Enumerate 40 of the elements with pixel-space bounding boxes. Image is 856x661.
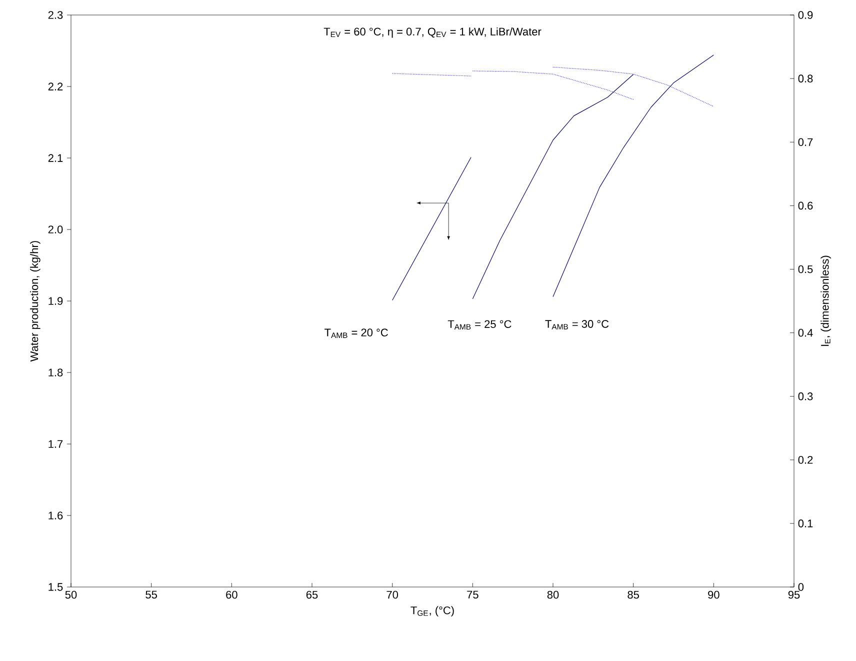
x-tick-label: 60 — [226, 590, 238, 599]
annotation: T$_{AMB}$ = 20 °C — [324, 328, 388, 338]
x-tick-label: 65 — [306, 590, 318, 599]
y2-tick-label: 0.3 — [798, 392, 813, 400]
x-tick-label: 85 — [628, 590, 639, 599]
y-tick-label: 2.1 — [48, 154, 63, 162]
y2-tick-label: 0.6 — [798, 202, 813, 210]
y2-tick-label: 0 — [798, 583, 804, 591]
x-tick-label: 50 — [65, 590, 77, 599]
line-series — [552, 54, 714, 298]
line-series — [472, 70, 634, 100]
y-axis-title: Water production, (kg/hr) — [30, 241, 40, 362]
y2-axis-title: I$_{E}$, (dimensionless) — [820, 256, 831, 346]
y2-tick-label: 0.2 — [798, 456, 813, 464]
y-tick-label: 2.3 — [48, 11, 63, 19]
x-tick-label: 75 — [467, 590, 478, 599]
y2-tick-label: 0.5 — [798, 265, 813, 274]
y-tick-label: 1.8 — [48, 368, 63, 376]
y-tick-label: 1.7 — [48, 440, 63, 448]
x-tick-label: 95 — [788, 590, 800, 599]
y-tick-label: 2.0 — [48, 226, 63, 234]
y2-tick-label: 0.1 — [798, 520, 813, 528]
y-tick-label: 1.6 — [48, 512, 63, 520]
x-tick-label: 70 — [386, 590, 398, 599]
y2-tick-label: 0.8 — [798, 74, 813, 82]
y2-tick-label: 0.4 — [798, 328, 813, 337]
y-tick-label: 1.9 — [48, 297, 63, 305]
line-series — [472, 74, 634, 300]
annotation: T$_{AMB}$ = 30 °C — [545, 320, 609, 330]
y-tick-label: 1.5 — [48, 583, 63, 591]
annotation: T$_{AMB}$ = 25 °C — [448, 320, 512, 330]
x-tick-label: 80 — [547, 590, 559, 599]
annotation: T$_{EV}$ = 60 °C, η = 0.7, Q$_{EV}$ = 1 kW, LiBr/Water — [324, 27, 542, 38]
x-axis-title: T$_{GE}$, (°C) — [410, 606, 454, 616]
x-tick-label: 55 — [146, 590, 157, 599]
y-tick-label: 2.2 — [48, 82, 63, 90]
x-tick-label: 90 — [708, 590, 720, 599]
y2-tick-label: 0.7 — [798, 138, 813, 146]
line-series — [552, 66, 714, 107]
y2-tick-label: 0.9 — [798, 11, 813, 19]
